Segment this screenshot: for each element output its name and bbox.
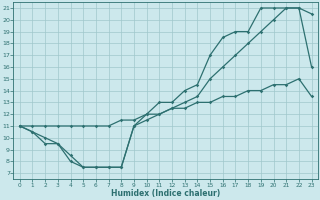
X-axis label: Humidex (Indice chaleur): Humidex (Indice chaleur) [111,189,220,198]
